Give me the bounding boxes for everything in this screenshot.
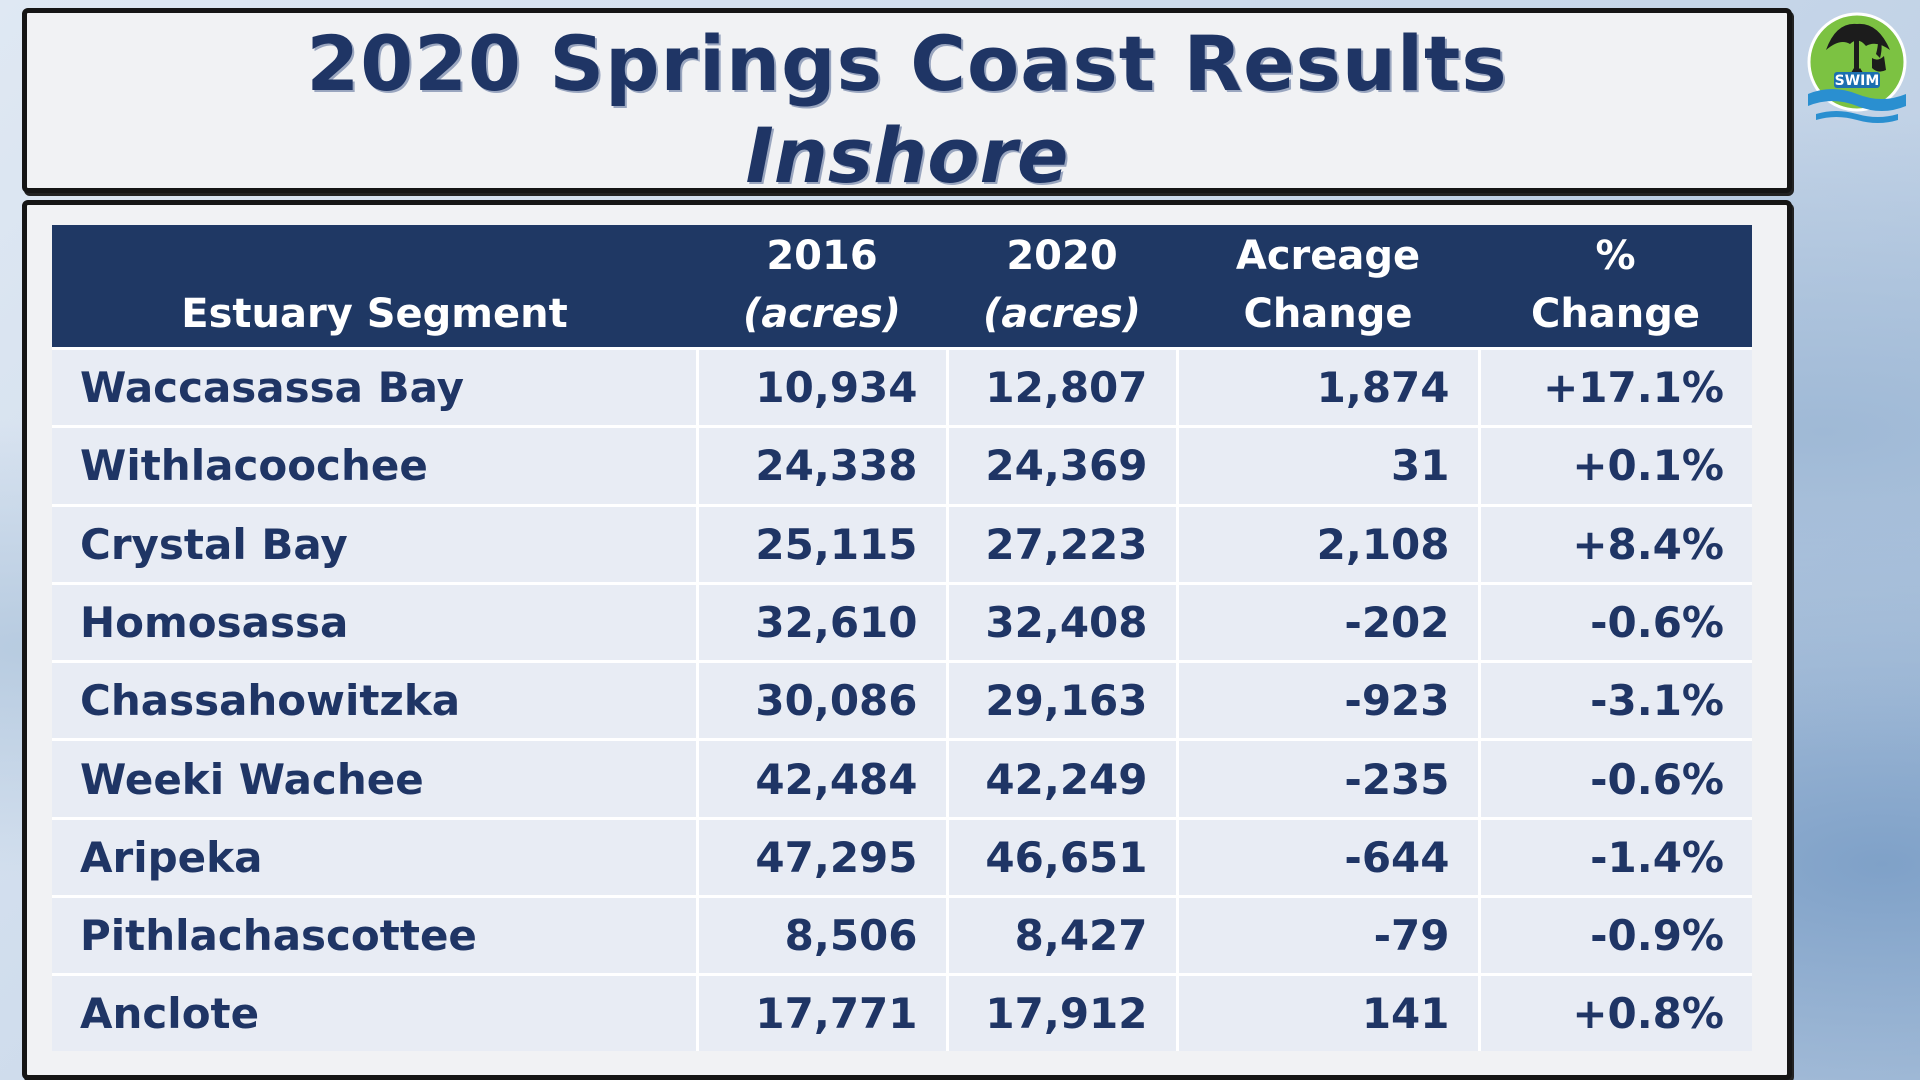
table-row: Weeki Wachee 42,484 42,249 -235 -0.6%: [52, 738, 1752, 819]
cell-segment: Waccasassa Bay: [52, 346, 699, 427]
table-row: Chassahowitzka 30,086 29,163 -923 -3.1%: [52, 660, 1752, 740]
results-table: Estuary Segment 2016 (acres) 2020 (acres…: [52, 225, 1752, 1051]
cell-segment: Chassahowitzka: [52, 660, 699, 740]
table-row: Crystal Bay 25,115 27,223 2,108 +8.4%: [52, 503, 1752, 584]
cell-segment: Crystal Bay: [52, 503, 699, 584]
wave-icon: [1808, 89, 1906, 111]
cell-segment: Withlacoochee: [52, 425, 699, 506]
header-2016-acres: 2016 (acres): [697, 225, 947, 349]
cell-2016: 17,771: [697, 973, 949, 1051]
results-panel: Estuary Segment 2016 (acres) 2020 (acres…: [22, 200, 1792, 1080]
logo-text: SWIM: [1835, 73, 1880, 89]
cell-pct: -1.4%: [1479, 816, 1752, 897]
swim-logo: SWIM: [1807, 12, 1907, 123]
table-row: Anclote 17,771 17,912 141 +0.8%: [52, 973, 1752, 1051]
table-row: Waccasassa Bay 10,934 12,807 1,874 +17.1…: [52, 346, 1752, 427]
cell-2016: 42,484: [697, 738, 949, 819]
cell-segment: Weeki Wachee: [52, 738, 699, 819]
cell-pct: +0.1%: [1479, 425, 1752, 506]
cell-2020: 24,369: [947, 425, 1179, 506]
cell-2020: 12,807: [947, 346, 1179, 427]
cell-change: -235: [1177, 738, 1481, 819]
cell-2020: 27,223: [947, 503, 1179, 584]
cell-pct: +0.8%: [1479, 973, 1752, 1051]
cell-pct: -0.6%: [1479, 581, 1752, 662]
cell-2020: 32,408: [947, 581, 1179, 662]
table-row: Pithlachascottee 8,506 8,427 -79 -0.9%: [52, 895, 1752, 975]
cell-2016: 8,506: [697, 895, 949, 975]
table-row: Aripeka 47,295 46,651 -644 -1.4%: [52, 816, 1752, 897]
wave-icon-2: [1816, 111, 1898, 123]
cell-change: 1,874: [1177, 346, 1481, 427]
cell-segment: Homosassa: [52, 581, 699, 662]
cell-2016: 24,338: [697, 425, 949, 506]
header-2020-acres: 2020 (acres): [947, 225, 1177, 349]
table-header-row: Estuary Segment 2016 (acres) 2020 (acres…: [52, 225, 1752, 349]
cell-2016: 30,086: [697, 660, 949, 740]
cell-change: 31: [1177, 425, 1481, 506]
cell-change: -644: [1177, 816, 1481, 897]
header-acreage-change: Acreage Change: [1177, 225, 1479, 349]
cell-segment: Pithlachascottee: [52, 895, 699, 975]
cell-pct: +17.1%: [1479, 346, 1752, 427]
cell-2016: 25,115: [697, 503, 949, 584]
cell-2016: 47,295: [697, 816, 949, 897]
cell-pct: -3.1%: [1479, 660, 1752, 740]
page-title: 2020 Springs Coast Results: [306, 19, 1508, 108]
cell-2020: 8,427: [947, 895, 1179, 975]
cell-change: 141: [1177, 973, 1481, 1051]
header-percent-change: % Change: [1479, 225, 1752, 349]
cell-change: 2,108: [1177, 503, 1481, 584]
cell-pct: -0.9%: [1479, 895, 1752, 975]
table-row: Homosassa 32,610 32,408 -202 -0.6%: [52, 581, 1752, 662]
cell-2016: 10,934: [697, 346, 949, 427]
title-banner: 2020 Springs Coast Results Inshore: [22, 8, 1792, 200]
logo-text-plate: [1834, 72, 1880, 88]
cell-segment: Aripeka: [52, 816, 699, 897]
cell-pct: -0.6%: [1479, 738, 1752, 819]
cell-2020: 17,912: [947, 973, 1179, 1051]
cell-2020: 46,651: [947, 816, 1179, 897]
page-subtitle: Inshore: [745, 111, 1069, 200]
cell-2020: 42,249: [947, 738, 1179, 819]
cell-2016: 32,610: [697, 581, 949, 662]
cell-change: -202: [1177, 581, 1481, 662]
cell-change: -923: [1177, 660, 1481, 740]
header-estuary-segment: Estuary Segment: [52, 225, 697, 349]
cell-2020: 29,163: [947, 660, 1179, 740]
cell-pct: +8.4%: [1479, 503, 1752, 584]
table-row: Withlacoochee 24,338 24,369 31 +0.1%: [52, 425, 1752, 506]
cell-change: -79: [1177, 895, 1481, 975]
cell-segment: Anclote: [52, 973, 699, 1051]
